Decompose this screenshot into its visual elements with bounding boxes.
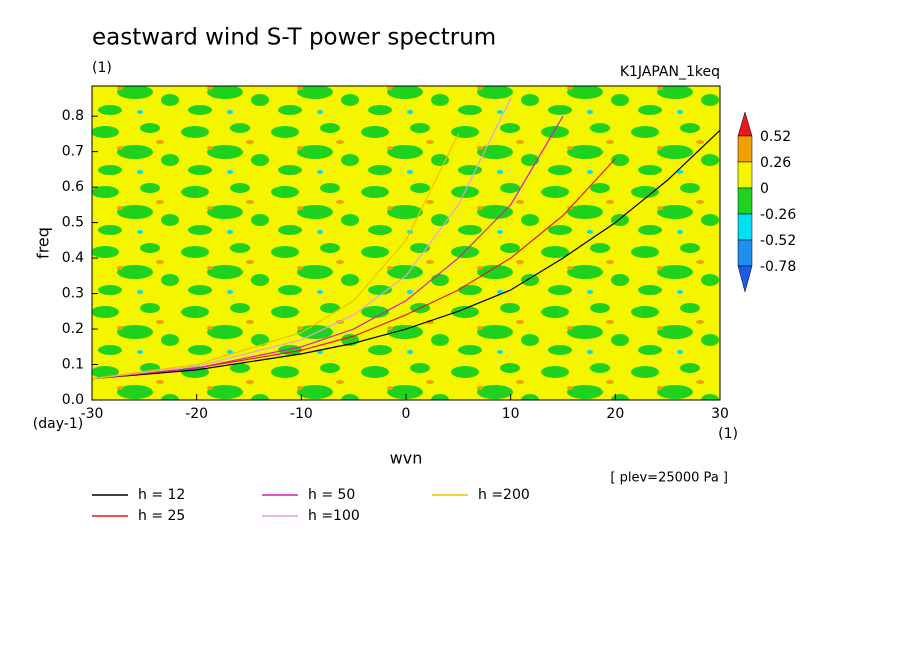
y-tick-label: 0.8 [62,108,84,124]
colorbar-label: 0.52 [760,129,791,145]
y-tick-label: 0.0 [62,392,84,408]
x-tick-label: 30 [711,406,729,422]
y-axis-label: freq [34,227,53,259]
colorbar-cap [737,265,753,293]
x-tick-label: -30 [81,406,104,422]
colorbar-label: -0.26 [760,207,796,223]
x-tick-label: -20 [185,406,208,422]
y-unit: (day-1) [33,416,83,432]
colorbar-label: -0.52 [760,233,796,249]
x-tick-label: 10 [502,406,520,422]
y-tick-label: 0.3 [62,286,84,302]
legend-label: h =200 [478,487,530,503]
subtitle: (1) [92,60,112,76]
note: [ plev=25000 Pa ] [610,471,728,486]
dispersion-curve [92,129,720,380]
colorbar-box [737,161,753,189]
dispersion-curve [92,158,616,380]
colorbar-label: 0 [760,181,769,197]
colorbar-box [737,213,753,241]
colorbar-box [737,239,753,267]
colorbar-label: 0.26 [760,155,791,171]
y-tick-label: 0.1 [62,357,84,373]
colorbar-box [737,187,753,215]
dispersion-curve [92,98,512,380]
x-unit: (1) [718,426,738,442]
chart-title: eastward wind S-T power spectrum [92,25,496,51]
x-tick-label: 20 [606,406,624,422]
annotation: K1JAPAN_1keq [620,64,720,80]
dispersion-curve [92,115,564,380]
curves [92,98,720,380]
y-tick-label: 0.2 [62,321,84,337]
dispersion-curve [92,133,459,380]
y-tick-label: 0.6 [62,179,84,195]
x-tick-label: 0 [402,406,411,422]
legend-label: h =100 [308,508,360,524]
y-tick-label: 0.7 [62,144,84,160]
x-axis-label: wvn [390,449,423,468]
legend-label: h = 12 [138,487,185,503]
colorbar-cap [737,111,753,137]
legend-label: h = 25 [138,508,185,524]
colorbar-label: -0.78 [760,259,796,275]
y-tick-label: 0.4 [62,250,84,266]
legend-label: h = 50 [308,487,355,503]
x-tick-label: -10 [290,406,313,422]
y-tick-label: 0.5 [62,215,84,231]
contour-field [92,86,720,400]
colorbar-box [737,135,753,163]
